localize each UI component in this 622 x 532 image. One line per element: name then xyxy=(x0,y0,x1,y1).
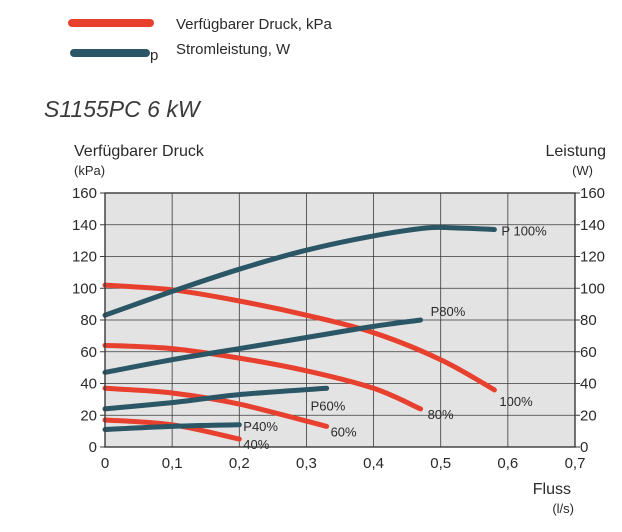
power-legend-label: Stromleistung, W xyxy=(176,41,291,58)
series-group xyxy=(102,224,497,442)
chart-title: S1155PC 6 kW xyxy=(44,96,202,122)
x-tick-label: 0,5 xyxy=(430,455,451,472)
y-left-tick-label: 160 xyxy=(72,185,97,202)
y-right-tick-label: 120 xyxy=(580,249,605,266)
y-left-tick-label: 60 xyxy=(80,344,97,361)
y-left-tick-label: 20 xyxy=(80,407,97,424)
y-left-tick-label: 120 xyxy=(72,249,97,266)
power-curve-p100 xyxy=(102,224,497,318)
y-right-tick-label: 80 xyxy=(580,312,597,329)
x-tick-label: 0,2 xyxy=(229,455,250,472)
x-tick-label: 0,1 xyxy=(162,455,183,472)
curve-label-80: 80% xyxy=(428,407,454,422)
y-left-tick-label: 100 xyxy=(72,280,97,297)
y-left-tick-label: 40 xyxy=(80,376,97,393)
y-right-tick-label: 140 xyxy=(580,217,605,234)
curve-label-p40: P40% xyxy=(243,419,278,434)
curve-labels: 100% 80% 60% 40% P 100% P80% P60% P40% xyxy=(243,224,547,453)
power-curve-p60 xyxy=(102,385,330,412)
curve-label-40: 40% xyxy=(243,437,269,452)
y-right-tick-label: 160 xyxy=(580,185,605,202)
y-left-axis-unit: (kPa) xyxy=(74,163,105,178)
power-curve-p80 xyxy=(102,317,424,375)
curve-label-60: 60% xyxy=(331,424,357,439)
curve-label-p100: P 100% xyxy=(501,224,547,239)
y-right-axis-title: Leistung xyxy=(546,143,607,160)
y-right-tick-label: 0 xyxy=(580,439,588,456)
plot-frame xyxy=(104,192,576,448)
y-left-tick-label: 140 xyxy=(72,217,97,234)
y-left-axis-title: Verfügbarer Druck xyxy=(74,143,205,160)
y-left-tick-label: 0 xyxy=(89,439,97,456)
x-tick-label: 0,6 xyxy=(497,455,518,472)
x-axis-unit: (l/s) xyxy=(552,501,574,516)
y-right-axis-unit: (W) xyxy=(572,163,593,178)
x-tick-label: 0,4 xyxy=(363,455,384,472)
y-left-tick-label: 80 xyxy=(80,312,97,329)
x-axis-title: Fluss xyxy=(533,481,571,498)
y-right-tick-label: 60 xyxy=(580,344,597,361)
x-tick-label: 0,3 xyxy=(296,455,317,472)
x-tick-label: 0,7 xyxy=(565,455,586,472)
power-legend-marker: p xyxy=(150,47,158,64)
curve-label-p80: P80% xyxy=(431,304,466,319)
power-curve-p40 xyxy=(102,422,242,432)
pressure-curve-80 xyxy=(102,342,424,412)
curve-label-100: 100% xyxy=(499,394,533,409)
x-tick-label: 0 xyxy=(101,455,109,472)
pressure-legend-label: Verfügbarer Druck, kPa xyxy=(176,16,333,33)
y-right-tick-label: 20 xyxy=(580,407,597,424)
grid xyxy=(100,192,580,448)
legend: Verfügbarer Druck, kPa p Stromleistung, … xyxy=(68,16,333,64)
y-right-tick-label: 100 xyxy=(580,280,605,297)
y-right-tick-label: 40 xyxy=(580,376,597,393)
curve-label-p60: P60% xyxy=(311,398,346,413)
